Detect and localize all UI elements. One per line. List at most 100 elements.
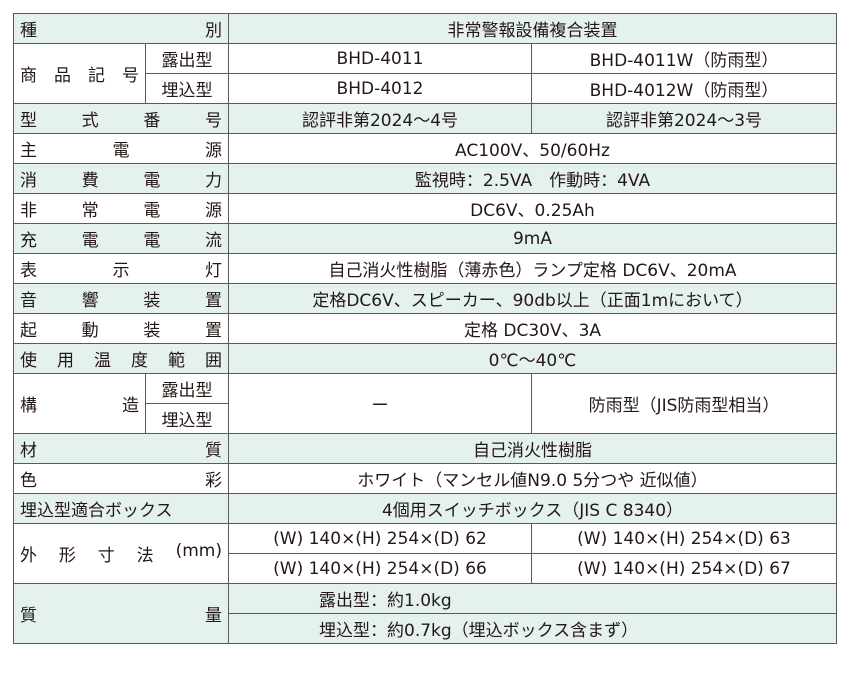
label-char: 範 <box>168 351 185 371</box>
value-structure-1: ー <box>228 373 532 434</box>
value-model-2: 認評非第2024～3号 <box>531 103 837 134</box>
label-char: 電 <box>112 141 130 161</box>
label-kind: 種別 <box>13 13 229 44</box>
label-char: 寸 <box>97 546 115 566</box>
value-structure-2: 防雨型（JIS防雨型相当） <box>531 373 837 434</box>
label-char: 費 <box>81 171 99 191</box>
label-char: 起 <box>20 321 37 341</box>
value-dimensions-2: (W) 140×(H) 254×(D) 63 <box>531 523 837 554</box>
label-char: 別 <box>205 21 222 41</box>
spec-table: 種別 非常警報設備複合装置 商品記号 露出型 BHD-4011 BHD-4011… <box>13 13 837 644</box>
label-char: 量 <box>205 606 222 626</box>
value-weight-embedded: 埋込型：約0.7kg（埋込ボックス含まず） <box>228 613 837 644</box>
label-char: 外 <box>20 546 37 566</box>
row-main-power: 主 電 源 AC100V、50/60Hz <box>13 133 837 164</box>
value-weight-exposed: 露出型：約1.0kg <box>228 583 837 614</box>
row-material: 材質 自己消火性樹脂 <box>13 433 837 464</box>
row-product-exposed: 商品記号 露出型 BHD-4011 BHD-4011W（防雨型） <box>13 43 837 104</box>
label-char: 装 <box>143 321 161 341</box>
row-model: 型 式 番 号 認評非第2024～4号 認評非第2024～3号 <box>13 103 837 134</box>
label-emergency-power: 非常電源 <box>13 193 229 224</box>
label-material: 材質 <box>13 433 229 464</box>
value-product-exposed-2: BHD-4011W（防雨型） <box>531 43 837 74</box>
row-weight-2: 埋込型：約0.7kg（埋込ボックス含まず） <box>14 613 837 644</box>
label-char: 響 <box>81 291 99 311</box>
label-color: 色彩 <box>13 463 229 494</box>
label-starter: 起動装置 <box>13 313 229 344</box>
value-dimensions-3: (W) 140×(H) 254×(D) 66 <box>228 553 532 584</box>
label-dimensions: 外 形 寸 法 (mm) <box>13 523 229 584</box>
label-char: 商 <box>20 66 37 86</box>
label-char: 用 <box>57 351 74 371</box>
row-sound: 音 響 装 置 定格DC6V、スピーカー、90db以上（正面1mにおいて） <box>13 283 837 314</box>
label-sound: 音響装置 <box>13 283 229 314</box>
row-structure-embedded: 埋込型 <box>14 403 837 434</box>
label-char: 質 <box>205 441 222 461</box>
label-char: 型 <box>20 111 37 131</box>
label-char: 動 <box>81 321 99 341</box>
value-product-exposed-1: BHD-4011 <box>228 43 532 74</box>
label-char: 種 <box>20 21 37 41</box>
label-char: 示 <box>112 261 130 281</box>
label-char: 常 <box>81 201 99 221</box>
label-char: 囲 <box>205 351 222 371</box>
label-char: 灯 <box>205 261 222 281</box>
label-char: 式 <box>81 111 99 131</box>
label-char: 装 <box>143 291 161 311</box>
label-char: 源 <box>204 201 222 221</box>
value-charge-current: 9mA <box>228 223 837 254</box>
row-indicator: 表 示 灯 自己消火性樹脂（薄赤色）ランプ定格 DC6V、20mA <box>13 253 837 284</box>
value-emergency-power: DC6V、0.25Ah <box>228 193 837 224</box>
label-char: 色 <box>20 471 37 491</box>
sublabel-exposed: 露出型 <box>145 43 229 74</box>
label-char: 充 <box>20 231 37 251</box>
row-structure-exposed: 構造 露出型 ー 防雨型（JIS防雨型相当） <box>13 373 837 434</box>
label-char: 彩 <box>205 471 222 491</box>
label-char: 電 <box>143 171 161 191</box>
label-char: 使 <box>20 351 37 371</box>
value-indicator: 自己消火性樹脂（薄赤色）ランプ定格 DC6V、20mA <box>228 253 837 284</box>
row-dimensions-2: (W) 140×(H) 254×(D) 66 (W) 140×(H) 254×(… <box>14 553 837 584</box>
row-kind: 種別 非常警報設備複合装置 <box>13 13 837 44</box>
label-consumption: 消費電力 <box>13 163 229 194</box>
value-sound: 定格DC6V、スピーカー、90db以上（正面1mにおいて） <box>228 283 837 314</box>
value-starter: 定格 DC30V、3A <box>228 313 837 344</box>
value-consumption: 監視時：2.5VA 作動時：4VA <box>228 163 837 194</box>
label-indicator: 表示灯 <box>13 253 229 284</box>
label-model: 型式番号 <box>13 103 229 134</box>
label-char: 品 <box>54 66 71 86</box>
label-char: 表 <box>20 261 37 281</box>
label-char: 材 <box>20 441 37 461</box>
value-dimensions-4: (W) 140×(H) 254×(D) 67 <box>531 553 837 584</box>
value-product-embedded-2: BHD-4012W（防雨型） <box>531 73 837 104</box>
row-product-embedded: 埋込型 BHD-4012 BHD-4012W（防雨型） <box>14 73 837 104</box>
label-box: 埋込型適合ボックス <box>13 493 229 524</box>
value-product-embedded-1: BHD-4012 <box>228 73 532 104</box>
value-kind: 非常警報設備複合装置 <box>228 13 837 44</box>
label-char: 主 <box>20 141 37 161</box>
label-weight: 質量 <box>13 583 229 644</box>
row-charge-current: 充 電 電 流 9mA <box>13 223 837 254</box>
value-dimensions-1: (W) 140×(H) 254×(D) 62 <box>228 523 532 554</box>
label-char: 置 <box>204 291 222 311</box>
label-char: 形 <box>58 546 76 566</box>
row-consumption: 消 費 電 力 監視時：2.5VA 作動時：4VA <box>13 163 837 194</box>
label-char: 電 <box>143 201 161 221</box>
label-char: 度 <box>131 351 148 371</box>
label-char: 電 <box>143 231 161 251</box>
label-char: 非 <box>20 201 37 221</box>
label-char: 温 <box>94 351 111 371</box>
label-char: 号 <box>204 111 222 131</box>
label-char: 力 <box>204 171 222 191</box>
sublabel-structure-embedded: 埋込型 <box>145 403 229 434</box>
label-char: 音 <box>20 291 37 311</box>
label-main-power: 主電源 <box>13 133 229 164</box>
label-char: 電 <box>81 231 99 251</box>
row-weight-1: 質量 露出型：約1.0kg <box>13 583 837 644</box>
label-charge-current: 充電電流 <box>13 223 229 254</box>
value-temperature: 0℃～40℃ <box>228 343 837 374</box>
label-char: 置 <box>204 321 222 341</box>
label-product: 商品記号 <box>13 43 146 104</box>
row-temperature: 使用温度範囲 0℃～40℃ <box>13 343 837 374</box>
label-char: 源 <box>205 141 222 161</box>
